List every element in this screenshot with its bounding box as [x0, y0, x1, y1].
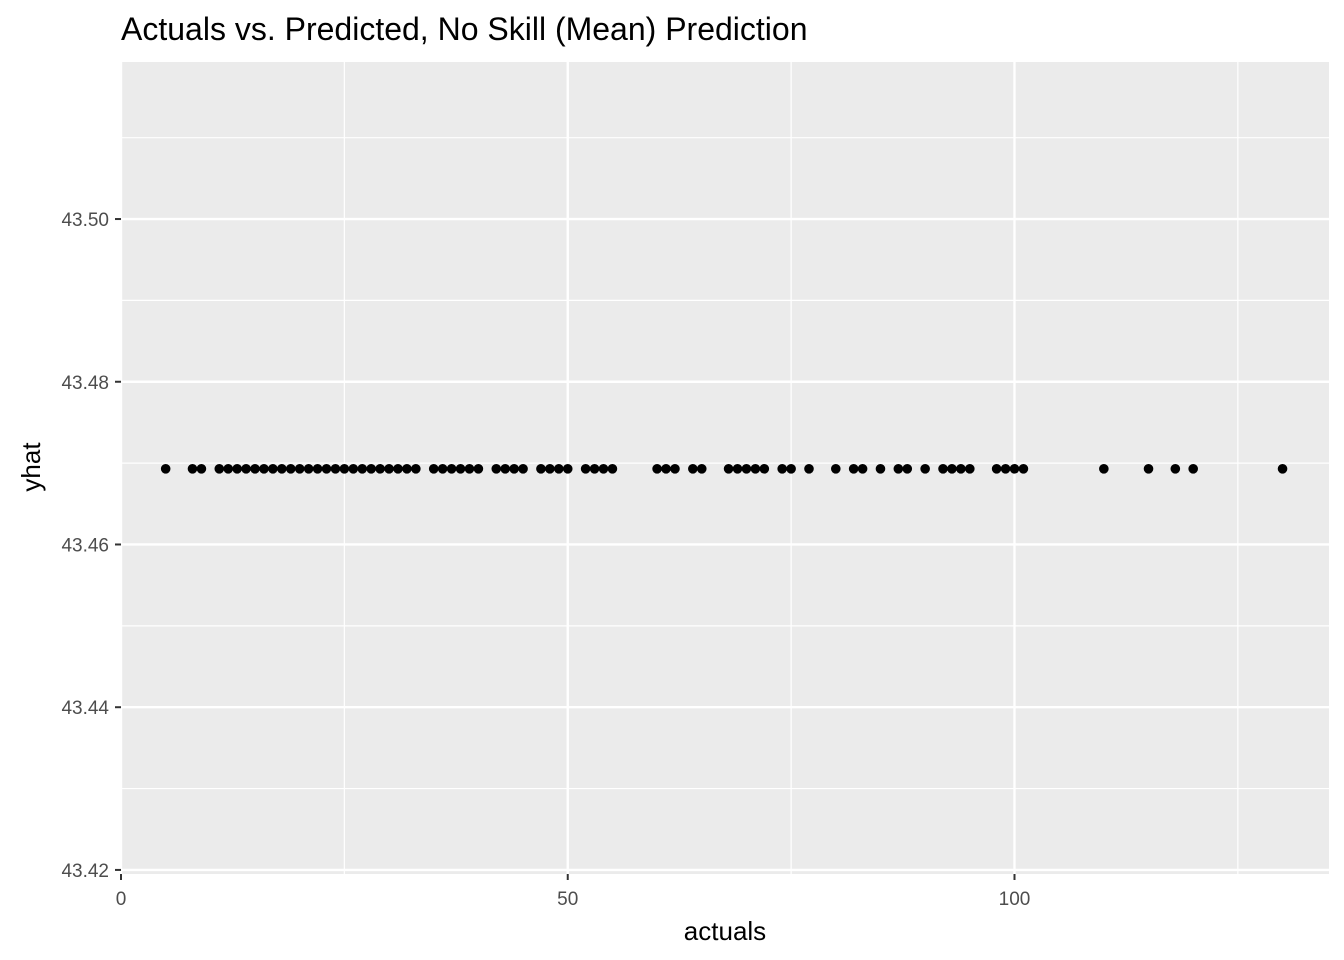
data-point: [321, 464, 332, 474]
data-point: [857, 464, 868, 474]
data-point: [464, 464, 475, 474]
data-point: [750, 464, 761, 474]
data-point: [759, 464, 770, 474]
data-point: [688, 464, 698, 474]
y-tick-label: 43.46: [61, 535, 109, 556]
data-point: [214, 464, 225, 474]
x-tick-label: 50: [557, 889, 578, 910]
data-point: [1000, 464, 1011, 474]
y-tick-label: 43.48: [61, 373, 109, 394]
x-axis: 0 50 100: [116, 874, 1031, 910]
data-point: [786, 464, 796, 474]
data-point: [848, 464, 859, 474]
data-point: [1018, 464, 1029, 474]
data-point: [938, 464, 948, 474]
data-point: [312, 464, 323, 474]
data-point: [965, 464, 975, 474]
data-point: [652, 464, 662, 474]
data-point: [446, 464, 457, 474]
data-point: [277, 464, 287, 474]
data-point: [893, 464, 904, 474]
data-point: [607, 464, 618, 474]
data-point: [455, 464, 466, 474]
data-point: [268, 464, 278, 474]
data-point: [741, 464, 752, 474]
data-point: [947, 464, 957, 474]
data-point: [250, 464, 260, 474]
data-point: [732, 464, 743, 474]
data-point: [1277, 464, 1288, 474]
data-point: [1009, 464, 1020, 474]
chart-title: Actuals vs. Predicted, No Skill (Mean) P…: [121, 11, 807, 47]
data-point: [330, 464, 341, 474]
data-point: [294, 464, 305, 474]
data-points: [160, 464, 1288, 474]
data-point: [875, 464, 886, 474]
data-point: [920, 464, 930, 474]
data-point: [723, 464, 734, 474]
data-point: [518, 464, 528, 474]
data-point: [285, 464, 296, 474]
data-point: [241, 464, 251, 474]
y-tick-label: 43.50: [61, 210, 109, 231]
data-point: [902, 464, 913, 474]
data-point: [428, 464, 439, 474]
data-point: [259, 464, 269, 474]
data-point: [339, 464, 350, 474]
y-axis-title: yhat: [16, 442, 46, 492]
data-point: [562, 464, 573, 474]
data-point: [554, 464, 564, 474]
data-point: [670, 464, 680, 474]
data-point: [411, 464, 421, 474]
data-point: [509, 464, 519, 474]
y-axis: 43.42 43.44 43.46 43.48 43.50: [61, 210, 121, 882]
data-point: [366, 464, 376, 474]
data-point: [589, 464, 600, 474]
data-point: [500, 464, 511, 474]
data-point: [384, 464, 394, 474]
data-point: [357, 464, 368, 474]
data-point: [232, 464, 242, 474]
data-point: [303, 464, 314, 474]
data-point: [196, 464, 207, 474]
data-point: [437, 464, 448, 474]
x-axis-title: actuals: [684, 916, 766, 946]
data-point: [956, 464, 966, 474]
data-point: [375, 464, 385, 474]
data-point: [804, 464, 814, 474]
data-point: [830, 464, 841, 474]
data-point: [777, 464, 787, 474]
data-point: [491, 464, 502, 474]
data-point: [991, 464, 1002, 474]
data-point: [402, 464, 412, 474]
data-point: [187, 464, 198, 474]
data-point: [536, 464, 546, 474]
y-tick-label: 43.44: [61, 698, 109, 719]
data-point: [223, 464, 234, 474]
data-point: [580, 464, 591, 474]
data-point: [696, 464, 707, 474]
data-point: [1170, 464, 1181, 474]
data-point: [1188, 464, 1198, 474]
x-tick-label: 0: [116, 889, 127, 910]
data-point: [1099, 464, 1109, 474]
data-point: [473, 464, 484, 474]
data-point: [545, 464, 555, 474]
data-point: [661, 464, 671, 474]
data-point: [1143, 464, 1154, 474]
data-point: [160, 464, 171, 474]
data-point: [598, 464, 609, 474]
data-point: [393, 464, 403, 474]
y-tick-label: 43.42: [61, 861, 109, 882]
data-point: [348, 464, 359, 474]
x-tick-label: 100: [999, 889, 1031, 910]
